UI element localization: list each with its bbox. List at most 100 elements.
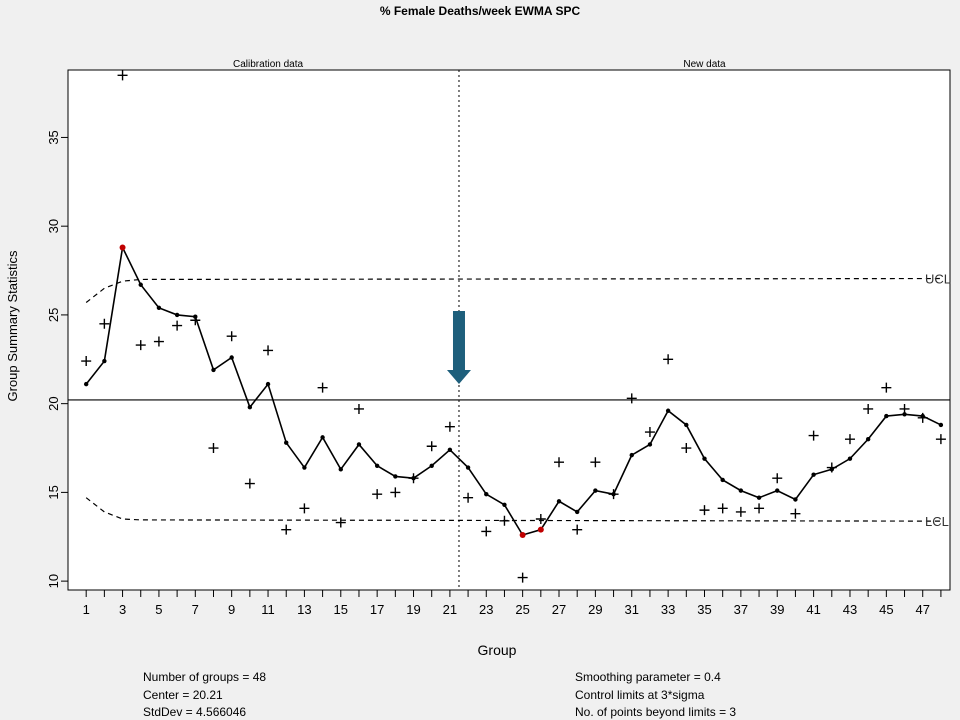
lcl-line [85, 497, 941, 522]
x-tick-label: 5 [155, 602, 162, 617]
ucl-label: UCL [925, 272, 951, 287]
y-axis-label: Group Summary Statistics [5, 250, 20, 401]
ewma-point [902, 412, 907, 417]
ewma-point [884, 413, 889, 419]
group-statistic-point [590, 457, 601, 468]
group-statistic-point [117, 70, 128, 81]
group-statistic-point [808, 430, 819, 441]
x-tick-label: 17 [370, 602, 384, 617]
section-label: New data [683, 59, 726, 70]
ewma-point [193, 314, 198, 319]
ewma-point [556, 499, 562, 504]
ewma-point [502, 502, 507, 508]
group-statistic-point [372, 489, 383, 500]
highlight-arrow [446, 311, 471, 384]
ewma-point [83, 381, 89, 387]
group-statistic-point [208, 443, 219, 454]
ewma-point [702, 456, 707, 461]
group-statistic-point [99, 318, 110, 329]
group-statistic-point [644, 427, 655, 438]
group-statistic-point [499, 515, 510, 526]
ewma-point [465, 465, 471, 470]
group-statistic-point [717, 503, 728, 514]
ewma-point [356, 442, 362, 447]
group-statistic-point [754, 503, 765, 514]
group-statistic-point [735, 506, 746, 517]
group-statistic-point [626, 393, 637, 404]
group-statistic-point [790, 508, 801, 519]
x-tick-label: 25 [515, 602, 529, 617]
ewma-point [102, 358, 107, 364]
ewma-point [865, 436, 871, 442]
group-statistic-point [663, 354, 674, 365]
x-tick-label: 47 [915, 602, 929, 617]
group-statistic-point [554, 457, 565, 468]
ewma-point [284, 440, 289, 445]
group-statistic-point [81, 356, 92, 367]
ewma-point [720, 477, 725, 483]
group-statistic-point [572, 524, 583, 535]
x-tick-label: 13 [297, 602, 311, 617]
ewma-point-beyond-limit [519, 531, 526, 538]
ewma-point [647, 442, 653, 447]
x-tick-label: 37 [734, 602, 748, 617]
ewma-point [484, 491, 489, 497]
y-tick-label: 10 [46, 574, 61, 588]
ewma-point [738, 488, 744, 493]
ewma-point [393, 474, 398, 479]
ewma-point [775, 488, 780, 493]
group-statistic-point [444, 421, 455, 432]
ewma-point [156, 305, 162, 311]
ewma-point [629, 452, 634, 458]
ucl-line [85, 277, 941, 303]
ewma-point [756, 495, 762, 500]
x-tick-label: 7 [192, 602, 199, 617]
ewma-point [847, 456, 853, 461]
ewma-point [211, 367, 216, 373]
x-tick-label: 33 [661, 602, 675, 617]
ewma-point [829, 467, 834, 472]
x-tick-label: 31 [625, 602, 639, 617]
section-label: Calibration data [233, 59, 303, 70]
ewma-point [684, 422, 689, 428]
chart-title: % Female Deaths/week EWMA SPC [380, 4, 581, 18]
ewma-point [447, 447, 453, 452]
ewma-point [920, 413, 925, 419]
y-tick-label: 35 [46, 130, 61, 144]
stat-stddev: StdDev = 4.566046 [143, 705, 247, 719]
ewma-point [429, 463, 434, 468]
x-tick-label: 1 [83, 602, 90, 617]
x-tick-label: 43 [843, 602, 857, 617]
y-tick-label: 20 [46, 396, 61, 410]
group-statistic-point [881, 382, 892, 393]
x-tick-label: 3 [119, 602, 126, 617]
ewma-point [338, 467, 343, 472]
group-statistic-point [244, 478, 255, 489]
stat-smoothing-parameter: Smoothing parameter = 0.4 [575, 670, 721, 684]
x-tick-label: 9 [228, 602, 235, 617]
ewma-point [811, 472, 816, 477]
group-statistic-point [844, 434, 855, 445]
lcl-label: LCL [925, 514, 949, 529]
x-tick-label: 39 [770, 602, 784, 617]
ewma-point-beyond-limit [537, 526, 544, 533]
ewma-point [174, 312, 180, 318]
x-tick-label: 27 [552, 602, 566, 617]
group-statistic-point [863, 403, 874, 414]
ewma-point [229, 355, 234, 360]
group-statistic-point [153, 336, 164, 347]
group-statistic-point [135, 340, 146, 351]
ewma-point [574, 509, 580, 515]
ewma-point [374, 463, 380, 468]
ewma-point [411, 475, 416, 481]
group-statistic-point [935, 434, 946, 445]
x-tick-label: 45 [879, 602, 893, 617]
group-statistic-point [772, 473, 783, 484]
group-statistic-point [535, 514, 546, 525]
y-tick-label: 25 [46, 308, 61, 322]
group-statistic-point [699, 505, 710, 516]
x-tick-label: 29 [588, 602, 602, 617]
stat-number-of-groups: Number of groups = 48 [143, 670, 267, 684]
x-tick-label: 21 [443, 602, 457, 617]
